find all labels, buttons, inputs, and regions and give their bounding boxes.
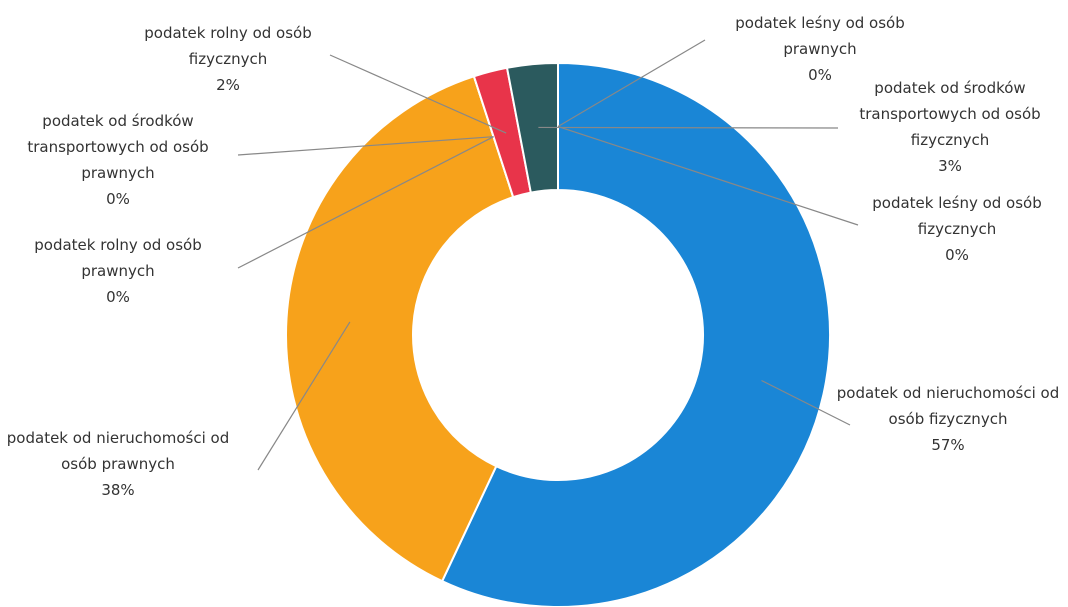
label-name: podatek od środków transportowych od osó… bbox=[859, 79, 1041, 149]
label-name: podatek rolny od osób prawnych bbox=[34, 236, 202, 280]
data-label: podatek leśny od osób fizycznych 0% bbox=[842, 190, 1068, 268]
data-label: podatek od nieruchomości od osób prawnyc… bbox=[3, 425, 233, 503]
label-name: podatek leśny od osób fizycznych bbox=[872, 194, 1042, 238]
data-label: podatek od nieruchomości od osób fizyczn… bbox=[833, 380, 1063, 458]
leader-line bbox=[237, 136, 494, 156]
leader-line bbox=[557, 39, 706, 128]
leader-line bbox=[257, 321, 351, 471]
label-name: podatek rolny od osób fizycznych bbox=[144, 24, 312, 68]
leader-line bbox=[557, 125, 859, 226]
data-label: podatek rolny od osób fizycznych 2% bbox=[113, 20, 343, 98]
leader-line bbox=[761, 379, 851, 426]
label-name: podatek od środków transportowych od osó… bbox=[27, 112, 209, 182]
label-value: 0% bbox=[106, 288, 130, 306]
label-name: podatek od nieruchomości od osób fizyczn… bbox=[836, 384, 1060, 428]
leader-line bbox=[538, 126, 839, 129]
label-value: 38% bbox=[101, 481, 135, 499]
label-value: 0% bbox=[808, 66, 832, 84]
slice bbox=[285, 75, 515, 583]
label-value: 57% bbox=[931, 436, 965, 454]
data-label: podatek od środków transportowych od osó… bbox=[3, 108, 233, 212]
label-name: podatek od nieruchomości od osób prawnyc… bbox=[6, 429, 230, 473]
leader-line bbox=[237, 136, 494, 269]
leader-line bbox=[329, 54, 507, 134]
label-value: 0% bbox=[106, 190, 130, 208]
label-value: 3% bbox=[938, 157, 962, 175]
label-value: 2% bbox=[216, 76, 240, 94]
label-value: 0% bbox=[945, 246, 969, 264]
label-name: podatek leśny od osób prawnych bbox=[735, 14, 905, 58]
slice bbox=[440, 61, 831, 607]
data-label: podatek leśny od osób prawnych 0% bbox=[705, 10, 935, 88]
data-label: podatek rolny od osób prawnych 0% bbox=[3, 232, 233, 310]
data-label: podatek od środków transportowych od osó… bbox=[835, 75, 1065, 179]
